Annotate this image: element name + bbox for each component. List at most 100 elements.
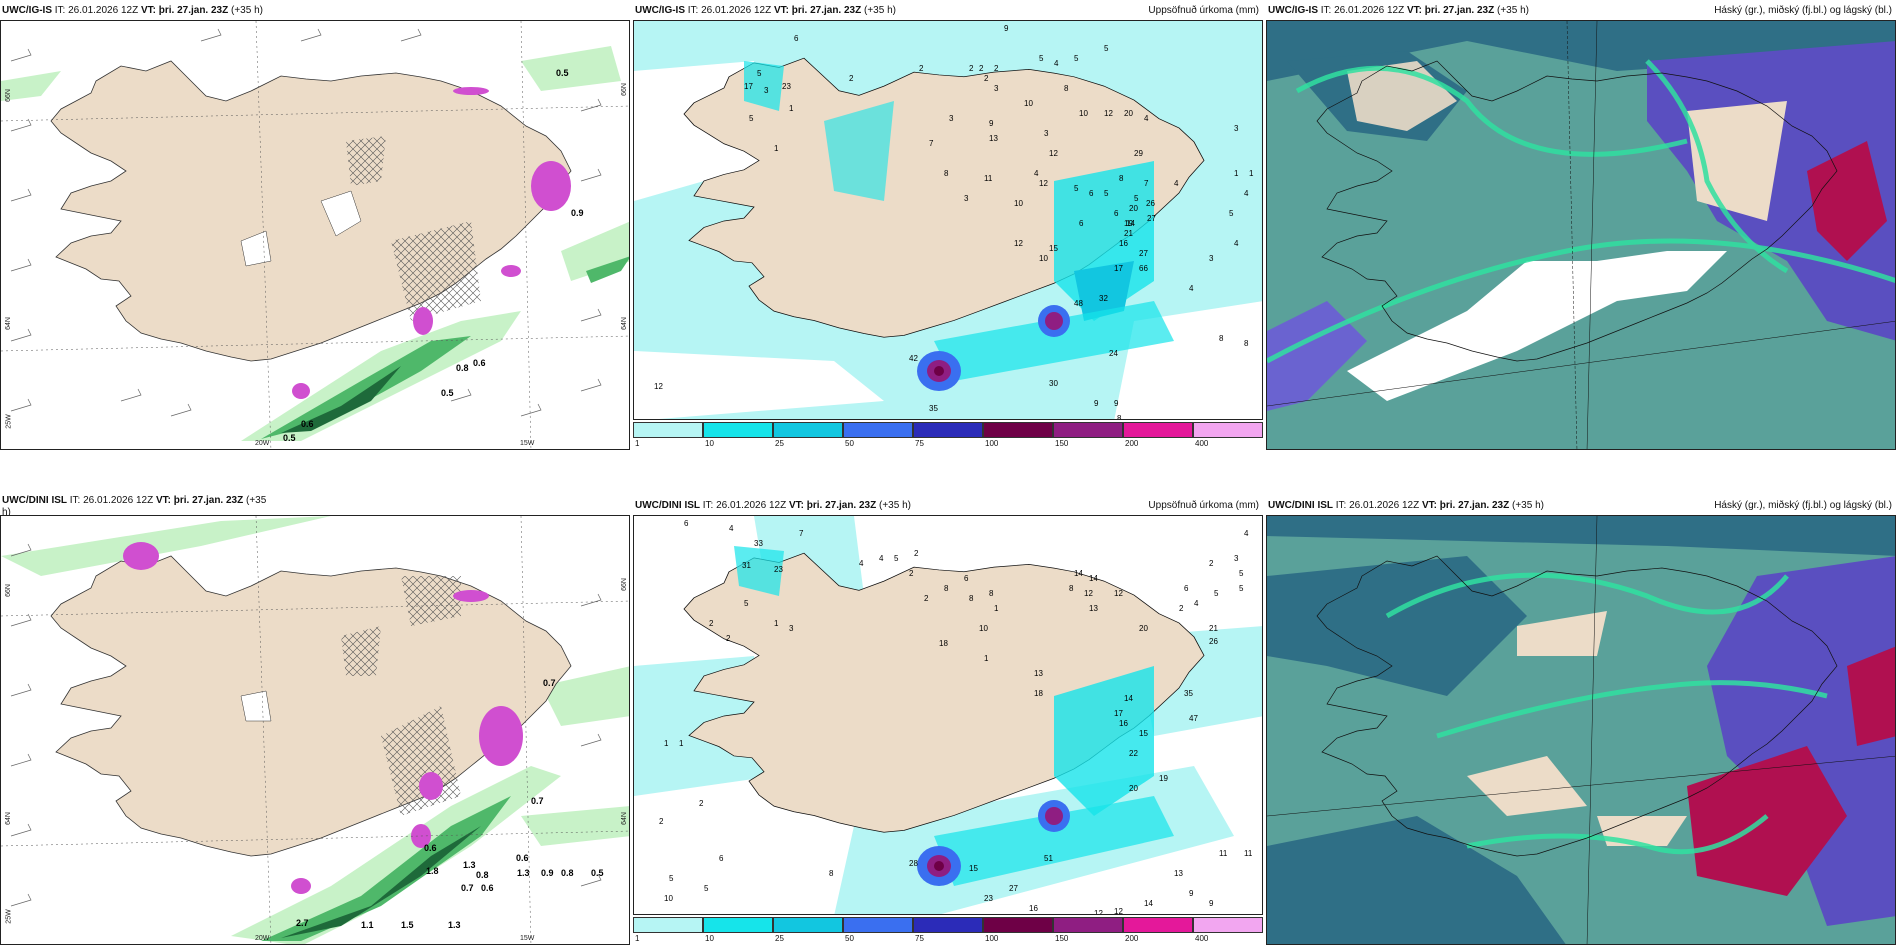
svg-text:0.7: 0.7 [461,883,474,893]
colorbar-label: 75 [915,439,924,448]
svg-text:6: 6 [964,574,969,583]
svg-text:13: 13 [1174,869,1183,878]
svg-text:35: 35 [929,404,938,413]
svg-text:1.5: 1.5 [401,920,414,930]
svg-text:7: 7 [799,529,804,538]
svg-text:12: 12 [1094,909,1103,915]
panel-dini-wind: UWC/DINI ISL IT: 26.01.2026 12Z VT: þri.… [0,495,630,945]
svg-text:51: 51 [1044,854,1053,863]
panel-title: UWC/DINI ISL IT: 26.01.2026 12Z VT: þri.… [1268,500,1544,511]
colorbar-label: 50 [845,439,854,448]
svg-text:4: 4 [1194,599,1199,608]
svg-text:8: 8 [944,169,949,178]
svg-text:5: 5 [1239,569,1244,578]
svg-text:42: 42 [909,354,918,363]
colorbar-cell [843,917,913,933]
svg-text:1: 1 [774,144,779,153]
svg-text:4: 4 [729,524,734,533]
svg-text:20: 20 [1129,204,1138,213]
panel-subtitle: Uppsöfnuð úrkoma (mm) [1148,5,1259,16]
svg-text:21: 21 [1124,229,1133,238]
svg-text:2: 2 [919,64,924,73]
svg-text:5: 5 [1104,44,1109,53]
svg-text:2: 2 [924,594,929,603]
svg-text:27: 27 [1009,884,1018,893]
cloud-map[interactable] [1266,20,1896,450]
svg-text:12: 12 [1114,589,1123,598]
svg-text:6: 6 [794,34,799,43]
svg-text:16: 16 [1119,719,1128,728]
svg-text:9: 9 [1094,399,1099,408]
lat-label: 64N [620,812,628,825]
colorbar-label: 1 [635,934,640,943]
lat-label: 66N [4,89,12,102]
svg-text:4: 4 [1189,284,1194,293]
svg-text:4: 4 [879,554,884,563]
svg-text:5: 5 [704,884,709,893]
lat-label: 64N [4,317,12,330]
colorbar-cell [983,917,1053,933]
svg-text:4: 4 [1234,239,1239,248]
precip-map[interactable]: 6 9 2 2 2 1 5 3 17 23 5 1 2 2 3 2 5 4 5 … [633,20,1263,420]
svg-text:22: 22 [1129,749,1138,758]
svg-text:19: 19 [1124,219,1133,228]
svg-text:1: 1 [679,739,684,748]
panel-ig-is-precip: UWC/IG-IS IT: 26.01.2026 12Z VT: þri. 27… [633,0,1263,450]
colorbar-label: 100 [985,934,999,943]
svg-text:8: 8 [1064,84,1069,93]
svg-text:5: 5 [744,599,749,608]
svg-text:1: 1 [1249,169,1254,178]
svg-text:5: 5 [749,114,754,123]
svg-text:9: 9 [1189,889,1194,898]
svg-text:15: 15 [1049,244,1058,253]
panel-title: UWC/IG-IS IT: 26.01.2026 12Z VT: þri. 27… [1268,5,1529,16]
svg-text:11: 11 [984,174,993,183]
svg-text:6: 6 [1089,189,1094,198]
colorbar-cell [1053,422,1123,438]
precip-map[interactable]: 6 4 7 33 31 23 5 2 1 2 3 4 4 5 2 2 2 8 6… [633,515,1263,915]
colorbar-cell [1123,917,1193,933]
colorbar-label: 150 [1055,439,1069,448]
svg-text:23: 23 [984,894,993,903]
svg-text:2: 2 [1209,559,1214,568]
lat-label: 66N [620,83,628,96]
colorbar-cell [1123,422,1193,438]
svg-text:1.1: 1.1 [361,920,374,930]
svg-text:11: 11 [1244,849,1253,858]
svg-text:16: 16 [1029,904,1038,913]
svg-text:7: 7 [1144,179,1149,188]
svg-text:13: 13 [989,134,998,143]
svg-text:17: 17 [744,82,753,91]
cloud-map[interactable] [1266,515,1896,945]
colorbar-label: 100 [985,439,999,448]
panel-subtitle: Uppsöfnuð úrkoma (mm) [1148,500,1259,511]
svg-text:0.8: 0.8 [476,870,489,880]
panel-ig-is-clouds: UWC/IG-IS IT: 26.01.2026 12Z VT: þri. 27… [1266,0,1896,450]
svg-text:5: 5 [757,69,762,78]
svg-text:5: 5 [1229,209,1234,218]
colorbar-cell [1193,422,1263,438]
svg-text:12: 12 [1084,589,1093,598]
precip-label: 0.5 [283,433,296,443]
svg-text:3: 3 [1234,554,1239,563]
svg-text:20: 20 [1139,624,1148,633]
svg-text:5: 5 [1239,584,1244,593]
panel-ig-is-wind: UWC/IG-IS IT: 26.01.2026 12Z VT: þri. 27… [0,0,630,450]
svg-text:23: 23 [782,82,791,91]
svg-text:3: 3 [994,84,999,93]
wind-precip-map[interactable]: 0.7 0.6 0.8 1.3 1.8 2.7 1.3 0.9 0.8 0.5 … [0,515,630,945]
lon-label: 25W [5,414,13,429]
svg-text:5: 5 [1074,184,1079,193]
svg-text:0.6: 0.6 [516,853,529,863]
precip-label: 0.6 [473,358,486,368]
colorbar-label: 150 [1055,934,1069,943]
wind-precip-map[interactable]: 0.5 0.8 0.6 0.5 0.6 0.5 0.9 [0,20,630,450]
colorbar-label: 1 [635,439,640,448]
svg-text:0.8: 0.8 [561,868,574,878]
svg-text:12: 12 [1039,179,1048,188]
svg-text:8: 8 [1119,174,1124,183]
colorbar-label: 50 [845,934,854,943]
panel-title: UWC/DINI ISL IT: 26.01.2026 12Z VT: þri.… [2,495,267,518]
svg-text:5: 5 [1039,54,1044,63]
svg-text:0.7: 0.7 [531,796,544,806]
